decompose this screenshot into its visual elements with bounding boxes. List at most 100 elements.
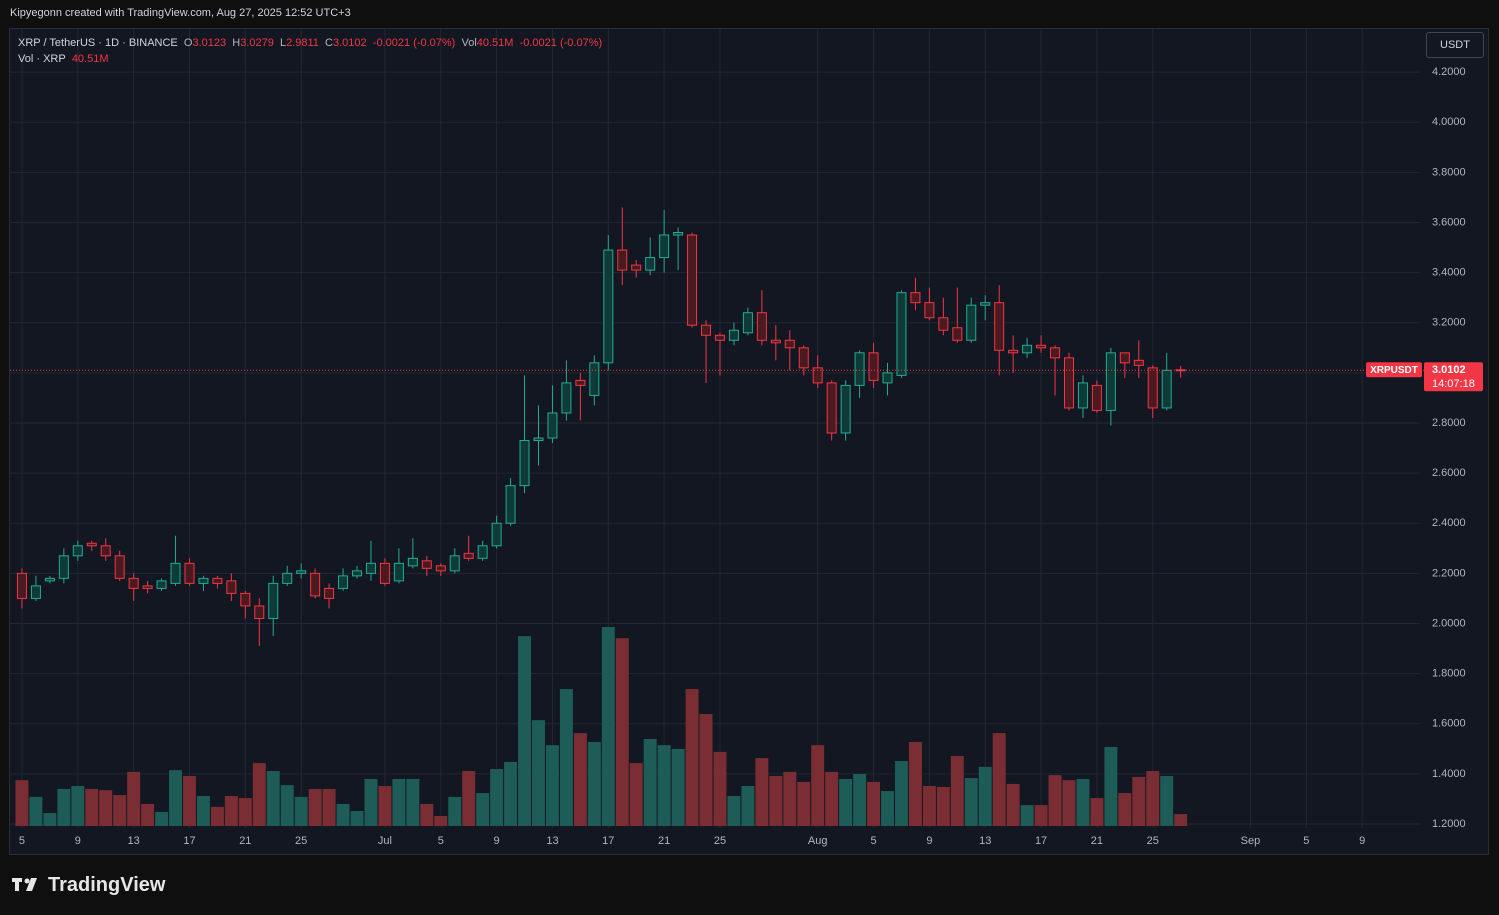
candle-body: [994, 302, 1005, 351]
volume-bar: [713, 751, 727, 826]
volume-bar: [378, 786, 392, 826]
candle-body: [491, 522, 502, 547]
candle-body: [882, 372, 893, 384]
candle-body: [756, 312, 767, 341]
volume-bar: [210, 806, 224, 826]
volume-bar: [825, 771, 839, 826]
candle-body: [1161, 369, 1172, 409]
symbol: XRP / TetherUS · 1D · BINANCE: [18, 37, 178, 49]
x-tick-label: 13: [546, 835, 558, 847]
volume-bar: [1132, 776, 1146, 826]
candle-layer: [10, 207, 1424, 647]
x-tick-label: 17: [602, 835, 614, 847]
grid: [10, 29, 1420, 828]
volume-bar: [559, 689, 573, 826]
volume-title: Vol · XRP: [18, 53, 66, 65]
volume-bar: [127, 771, 141, 826]
x-tick-label: 17: [183, 835, 195, 847]
volume-bar: [881, 791, 894, 826]
candle-body: [449, 555, 460, 572]
currency-button[interactable]: USDT: [1426, 32, 1484, 58]
candle-body: [44, 577, 55, 582]
legend-line: XRP / TetherUS · 1D · BINANCE O3.0123 H3…: [18, 35, 602, 51]
countdown: 14:07:18: [1432, 378, 1475, 390]
y-tick-label: 4.0000: [1432, 116, 1466, 128]
volume-bar: [867, 781, 881, 826]
volume-bar: [964, 778, 978, 826]
volume-bar: [894, 761, 908, 826]
volume-bar: [671, 748, 685, 826]
candle-body: [198, 577, 209, 584]
candle-body: [673, 232, 684, 236]
volume-bar: [615, 638, 629, 826]
volume-bar: [15, 780, 29, 826]
candle-body: [58, 555, 69, 579]
y-tick-label: 3.2000: [1432, 317, 1466, 329]
legend: XRP / TetherUS · 1D · BINANCE O3.0123 H3…: [18, 35, 602, 67]
volume-bar: [811, 745, 825, 826]
volume-bar: [392, 778, 406, 826]
volume-bar: [448, 796, 462, 826]
x-tick-label: 13: [128, 835, 140, 847]
candle-body: [603, 249, 614, 364]
volume-bar: [85, 788, 99, 826]
volume-bar: [113, 795, 127, 826]
x-tick-label: 25: [1147, 835, 1159, 847]
volume-bar: [741, 786, 755, 826]
volume-bar: [601, 627, 615, 826]
candle-body: [784, 339, 795, 349]
volume-bar: [434, 816, 448, 826]
candle-body: [1022, 344, 1033, 354]
candle-body: [505, 485, 516, 524]
candle-body: [268, 582, 279, 619]
candle-body: [86, 542, 97, 547]
x-tick-label: Aug: [808, 835, 828, 847]
candle-body: [379, 562, 390, 584]
volume-bar: [266, 771, 280, 826]
y-tick-label: 3.8000: [1432, 166, 1466, 178]
candle-body: [212, 577, 223, 584]
volume-bar: [224, 796, 238, 826]
candle-body: [770, 339, 781, 344]
volume-bar: [1118, 793, 1132, 826]
top-bar: [0, 0, 1499, 28]
candle-body: [1119, 352, 1130, 364]
x-tick-label: 21: [1091, 835, 1103, 847]
x-tick-label: 9: [1359, 835, 1365, 847]
volume-bar: [908, 741, 922, 826]
volume-bar: [1048, 775, 1062, 826]
volume-bar: [629, 763, 643, 826]
candle-body: [547, 412, 558, 439]
volume-bar: [155, 811, 169, 826]
candle-body: [421, 560, 432, 569]
x-tick-label: 25: [295, 835, 307, 847]
candle-body: [1008, 349, 1019, 354]
candle-body: [310, 572, 321, 597]
volume-bar: [1090, 798, 1104, 826]
volume-bar: [1146, 771, 1160, 826]
x-tick-label: 9: [75, 835, 81, 847]
volume-bar: [1034, 805, 1048, 826]
price-tag-bg: [1366, 362, 1422, 378]
candle-body: [1091, 384, 1102, 411]
candle-body: [407, 557, 418, 567]
candle-body: [519, 440, 530, 487]
candle-body: [338, 575, 349, 589]
candle-body: [254, 605, 265, 619]
volume-bar: [853, 773, 867, 826]
volume-bar: [783, 771, 797, 826]
candle-body: [352, 570, 363, 577]
axis-layer: 1.2000 1.4000 1.6000 1.8000 2.0000 2.2000 2.40…: [19, 66, 1483, 847]
x-tick-label: 13: [979, 835, 991, 847]
candle-body: [1147, 367, 1158, 409]
volume-bar: [1174, 814, 1188, 826]
y-tick-label: 2.2000: [1432, 567, 1466, 579]
volume-bar: [364, 778, 378, 826]
volume-bar: [29, 796, 43, 826]
ohlc-value: 3.0279: [240, 37, 274, 49]
candle-body: [393, 562, 404, 582]
x-tick-label: 5: [1303, 835, 1309, 847]
ohlc-value: 2.9811: [286, 37, 319, 49]
candle-body: [282, 572, 293, 584]
